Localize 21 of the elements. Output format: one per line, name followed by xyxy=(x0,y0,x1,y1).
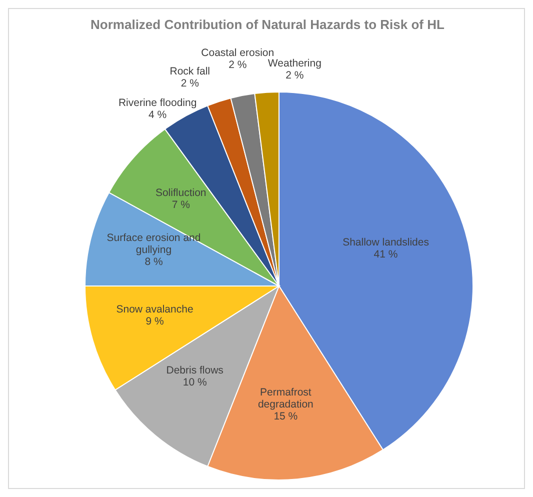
data-label: 7 % xyxy=(172,198,190,211)
data-label: 41 % xyxy=(374,248,398,260)
data-label: 2 % xyxy=(286,69,304,82)
data-label: 9 % xyxy=(146,315,164,328)
data-label: 8 % xyxy=(144,256,163,268)
slice-label: Rock fall xyxy=(170,65,210,78)
slice-label: Riverine flooding xyxy=(118,97,197,110)
data-label: 15 % xyxy=(274,410,298,422)
slice-label: Solifluction xyxy=(155,186,206,199)
slice-label: Snow avalanche xyxy=(116,303,194,316)
slice-label: Shallow landslides xyxy=(342,236,429,248)
slice-label: Coastal erosion xyxy=(201,46,274,59)
data-label: 2 % xyxy=(180,77,199,90)
slice-label: Permafrost degradation xyxy=(258,386,314,410)
data-label: 2 % xyxy=(228,58,247,71)
slice-label: Weathering xyxy=(268,57,322,70)
slice-label: Surface erosion and gullying xyxy=(106,232,201,256)
slice-label: Debris flows xyxy=(166,364,224,376)
chart-title: Normalized Contribution of Natural Hazards to Risk of HL xyxy=(90,17,446,32)
data-label: 4 % xyxy=(148,109,167,122)
data-label: 10 % xyxy=(182,376,207,388)
